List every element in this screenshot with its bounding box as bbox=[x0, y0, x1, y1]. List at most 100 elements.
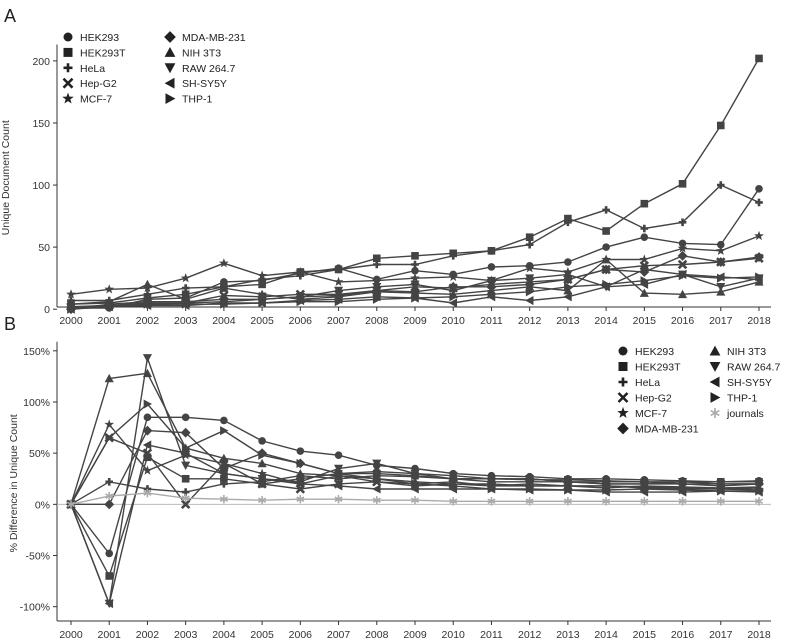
data-point-hela bbox=[640, 224, 649, 233]
data-point-mcf-7 bbox=[257, 270, 267, 280]
data-point-hek293 bbox=[755, 184, 763, 193]
series-thp-1 bbox=[67, 399, 764, 509]
data-point-thp-1 bbox=[220, 299, 229, 309]
legend-marker-mda-mb-231 bbox=[164, 31, 176, 43]
data-point-journals bbox=[105, 491, 114, 501]
data-point-thp-1 bbox=[487, 289, 497, 299]
data-point-thp-1 bbox=[411, 293, 420, 303]
data-point-thp-1 bbox=[296, 458, 305, 468]
data-point-hek293 bbox=[296, 447, 305, 455]
panel-a-y-tick-label: 0 bbox=[44, 304, 50, 316]
legend-marker-nih-3t3 bbox=[709, 345, 721, 356]
data-point-thp-1 bbox=[105, 433, 114, 443]
data-point-raw-264-7 bbox=[677, 478, 688, 487]
legend-label-hek293: HEK293 bbox=[80, 32, 119, 44]
data-point-raw-264-7 bbox=[639, 480, 649, 489]
data-point-thp-1 bbox=[564, 282, 573, 292]
data-point-hela bbox=[105, 478, 114, 486]
panel-a-x-tick-label: 2016 bbox=[671, 315, 695, 327]
legend-marker-hep-g2 bbox=[617, 392, 629, 403]
legend-label-mcf-7: MCF-7 bbox=[635, 408, 667, 420]
panel-a-x-tick-label: 2005 bbox=[250, 315, 274, 327]
legend-label-hep-g2: Hep-G2 bbox=[80, 78, 117, 90]
panel-b-y-tick-label: -50% bbox=[25, 551, 50, 563]
data-point-thp-1 bbox=[143, 299, 153, 309]
data-point-hela bbox=[449, 252, 458, 260]
legend-marker-hela bbox=[618, 377, 628, 387]
data-point-thp-1 bbox=[755, 486, 764, 496]
data-point-mda-mb-231 bbox=[715, 257, 726, 267]
data-point-thp-1 bbox=[449, 292, 458, 302]
data-point-sh-sy5y bbox=[333, 481, 343, 491]
data-point-journals bbox=[640, 497, 649, 506]
data-point-sh-sy5y bbox=[525, 295, 534, 306]
data-point-sh-sy5y bbox=[372, 484, 381, 494]
data-point-thp-1 bbox=[143, 399, 153, 409]
data-point-mcf-7 bbox=[104, 284, 115, 294]
data-point-journals bbox=[487, 497, 496, 506]
data-point-raw-264-7 bbox=[295, 292, 305, 302]
panel-b-y-tick-label: 50% bbox=[29, 448, 50, 460]
data-point-mcf-7 bbox=[142, 465, 153, 475]
data-point-raw-264-7 bbox=[448, 286, 458, 296]
panel-a-x-tick-label: 2007 bbox=[327, 315, 351, 327]
panel-a-x-tick-label: 2002 bbox=[136, 315, 160, 327]
data-point-journals bbox=[372, 496, 381, 505]
data-point-thp-1 bbox=[258, 298, 267, 308]
panel-a-y-axis-label: Unique Document Count bbox=[0, 120, 12, 235]
data-point-thp-1 bbox=[411, 479, 420, 489]
legend-label-hela: HeLa bbox=[635, 377, 660, 389]
legend-marker-hek293t bbox=[618, 362, 628, 371]
panel-b-x-tick-label: 2008 bbox=[365, 629, 389, 641]
panel-a-y-tick-label: 50 bbox=[38, 242, 50, 254]
data-point-mcf-7 bbox=[180, 273, 191, 283]
data-point-journals bbox=[219, 495, 228, 504]
panel-a-x-tick-label: 2000 bbox=[59, 315, 83, 327]
panel-b-x-tick-label: 2004 bbox=[212, 629, 236, 641]
data-point-nih-3t3 bbox=[716, 287, 726, 296]
panel-a-x-tick-label: 2001 bbox=[98, 315, 122, 327]
legend-marker-hep-g2 bbox=[62, 77, 74, 89]
data-point-hela bbox=[755, 198, 763, 207]
panel-b-chart: -100% -50% 0% 50% 100% 150% 2000 2001 2002 2003 20… bbox=[8, 341, 780, 641]
panel-b-y-tick-label: -100% bbox=[20, 602, 50, 614]
panel-b-x-tick-label: 2009 bbox=[403, 629, 427, 641]
data-point-raw-264-7 bbox=[257, 295, 267, 304]
data-point-raw-264-7 bbox=[716, 480, 726, 489]
data-point-mcf-7 bbox=[524, 263, 535, 273]
data-point-hela bbox=[372, 260, 381, 269]
panel-a-legend: HEK293 HEK293T HeLa Hep-G2 MCF-7 MDA-MB-231 NI… bbox=[62, 31, 246, 106]
data-point-raw-264-7 bbox=[410, 469, 420, 479]
panel-b-legend: HEK293 HEK293T HeLa Hep-G2 MCF-7 MDA-MB-231 NI… bbox=[617, 345, 780, 436]
data-point-thp-1 bbox=[678, 271, 688, 281]
data-point-raw-264-7 bbox=[563, 270, 573, 279]
data-point-thp-1 bbox=[181, 443, 191, 453]
data-point-raw-264-7 bbox=[181, 461, 191, 471]
data-point-journals bbox=[296, 495, 305, 504]
panel-b-x-tick-label: 2000 bbox=[59, 629, 83, 641]
legend-label-hek293t: HEK293T bbox=[635, 362, 681, 374]
data-point-journals bbox=[181, 494, 190, 503]
panel-a-x-tick-label: 2015 bbox=[633, 315, 657, 327]
legend-label-hela: HeLa bbox=[80, 63, 105, 75]
data-point-hek293t bbox=[181, 290, 190, 299]
panel-b-x-tick-label: 2007 bbox=[327, 629, 351, 641]
legend-marker-raw-264-7 bbox=[709, 362, 721, 372]
data-point-nih-3t3 bbox=[257, 458, 267, 468]
data-point-raw-264-7 bbox=[486, 474, 497, 484]
data-point-mcf-7 bbox=[754, 230, 764, 241]
legend-label-nih-3t3: NIH 3T3 bbox=[727, 346, 766, 358]
data-point-nih-3t3 bbox=[142, 279, 153, 289]
data-point-mcf-7 bbox=[219, 258, 229, 268]
legend-marker-mcf-7 bbox=[62, 92, 74, 104]
data-point-nih-3t3 bbox=[295, 469, 305, 478]
data-point-thp-1 bbox=[564, 485, 573, 495]
data-point-thp-1 bbox=[334, 469, 344, 479]
data-point-mcf-7 bbox=[448, 271, 459, 282]
data-point-mcf-7 bbox=[677, 243, 688, 253]
panel-a-x-tick-label: 2012 bbox=[518, 315, 542, 327]
data-point-raw-264-7 bbox=[525, 274, 535, 283]
panel-a-x-tick-label: 2003 bbox=[174, 315, 198, 327]
panel-a-x-tick-label: 2009 bbox=[403, 315, 427, 327]
